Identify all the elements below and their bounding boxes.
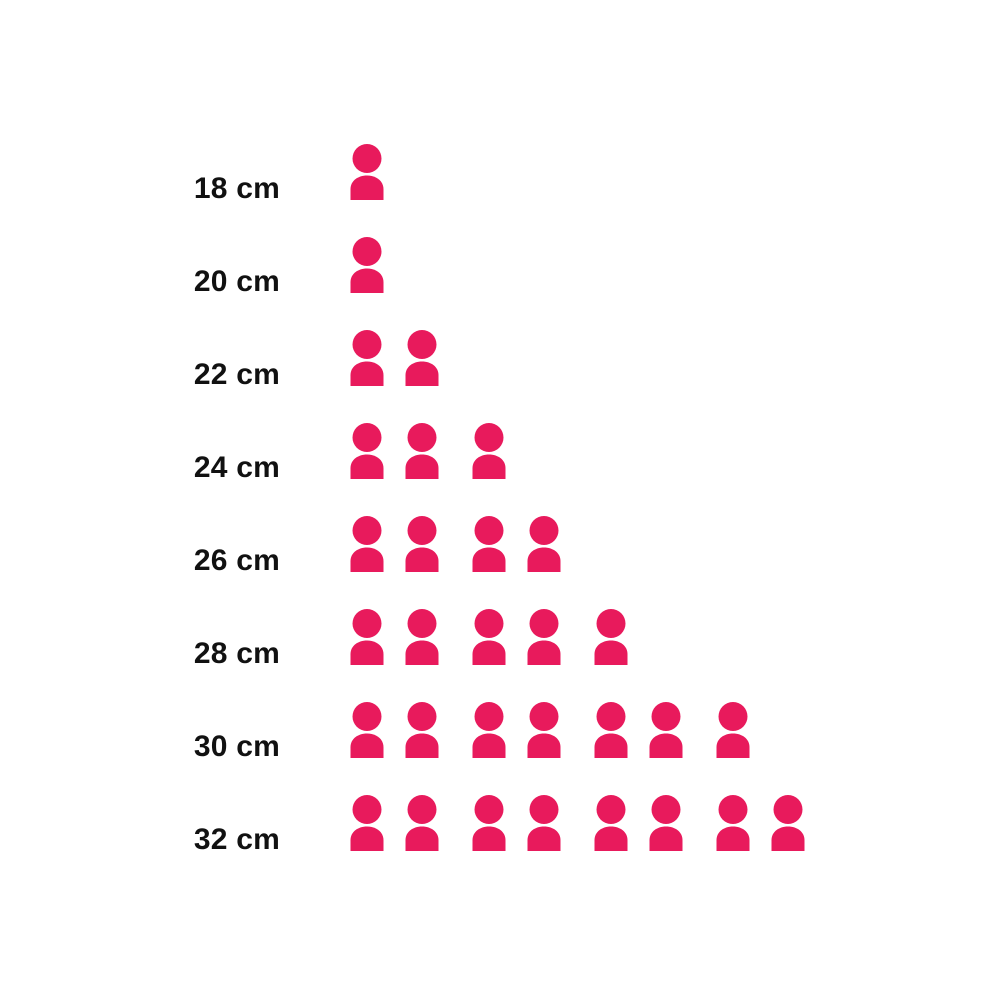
icon-group <box>345 421 444 481</box>
person-icon <box>467 700 511 760</box>
person-icon <box>589 700 633 760</box>
person-icon <box>400 514 444 574</box>
person-icon <box>345 142 389 202</box>
person-icon <box>400 700 444 760</box>
row-icons <box>280 700 1000 772</box>
person-icon <box>345 514 389 574</box>
person-icon <box>711 793 755 853</box>
person-icon <box>644 700 688 760</box>
row-label: 26 cm <box>193 544 280 577</box>
row-icons <box>280 421 1000 493</box>
row-label: 18 cm <box>193 172 280 205</box>
pictogram-rows: 18 cm 20 cm 22 cm 24 cm 26 cm 28 cm 30 cm 32 cm <box>0 121 1000 865</box>
person-icon <box>522 607 566 667</box>
icon-group <box>711 793 810 853</box>
person-icon <box>345 421 389 481</box>
icon-group <box>711 700 755 760</box>
person-icon <box>522 793 566 853</box>
person-icon <box>345 328 389 388</box>
icon-group <box>467 421 511 481</box>
person-icon <box>522 514 566 574</box>
pictogram-row: 20 cm <box>0 214 1000 307</box>
person-icon <box>467 607 511 667</box>
row-label: 28 cm <box>193 637 280 670</box>
person-icon <box>766 793 810 853</box>
row-label: 22 cm <box>193 358 280 391</box>
icon-group <box>589 793 688 853</box>
pictogram-row: 30 cm <box>0 679 1000 772</box>
row-icons <box>280 514 1000 586</box>
icon-group <box>345 142 389 202</box>
person-icon <box>589 607 633 667</box>
row-label: 20 cm <box>193 265 280 298</box>
person-icon <box>345 607 389 667</box>
icon-group <box>467 607 566 667</box>
row-label: 24 cm <box>193 451 280 484</box>
row-icons <box>280 793 1000 865</box>
person-icon <box>345 700 389 760</box>
person-icon <box>400 421 444 481</box>
person-icon <box>522 700 566 760</box>
icon-group <box>589 607 633 667</box>
person-icon <box>467 421 511 481</box>
icon-group <box>345 328 444 388</box>
person-icon <box>345 235 389 295</box>
person-icon <box>345 793 389 853</box>
pictogram-row: 26 cm <box>0 493 1000 586</box>
pictogram-row: 22 cm <box>0 307 1000 400</box>
row-label: 30 cm <box>193 730 280 763</box>
person-icon <box>467 793 511 853</box>
icon-group <box>345 700 444 760</box>
person-icon <box>644 793 688 853</box>
row-label: 32 cm <box>193 823 280 856</box>
person-icon <box>400 607 444 667</box>
person-icon <box>589 793 633 853</box>
icon-group <box>589 700 688 760</box>
pictogram-row: 32 cm <box>0 772 1000 865</box>
icon-group <box>345 235 389 295</box>
icon-group <box>345 514 444 574</box>
row-icons <box>280 142 1000 214</box>
icon-group <box>467 793 566 853</box>
pictogram-row: 28 cm <box>0 586 1000 679</box>
person-icon <box>467 514 511 574</box>
pictogram-row: 18 cm <box>0 121 1000 214</box>
icon-group <box>467 700 566 760</box>
pictogram-row: 24 cm <box>0 400 1000 493</box>
row-icons <box>280 235 1000 307</box>
row-icons <box>280 607 1000 679</box>
person-icon <box>400 328 444 388</box>
row-icons <box>280 328 1000 400</box>
icon-group <box>345 793 444 853</box>
person-icon <box>711 700 755 760</box>
icon-group <box>345 607 444 667</box>
person-icon <box>400 793 444 853</box>
icon-group <box>467 514 566 574</box>
